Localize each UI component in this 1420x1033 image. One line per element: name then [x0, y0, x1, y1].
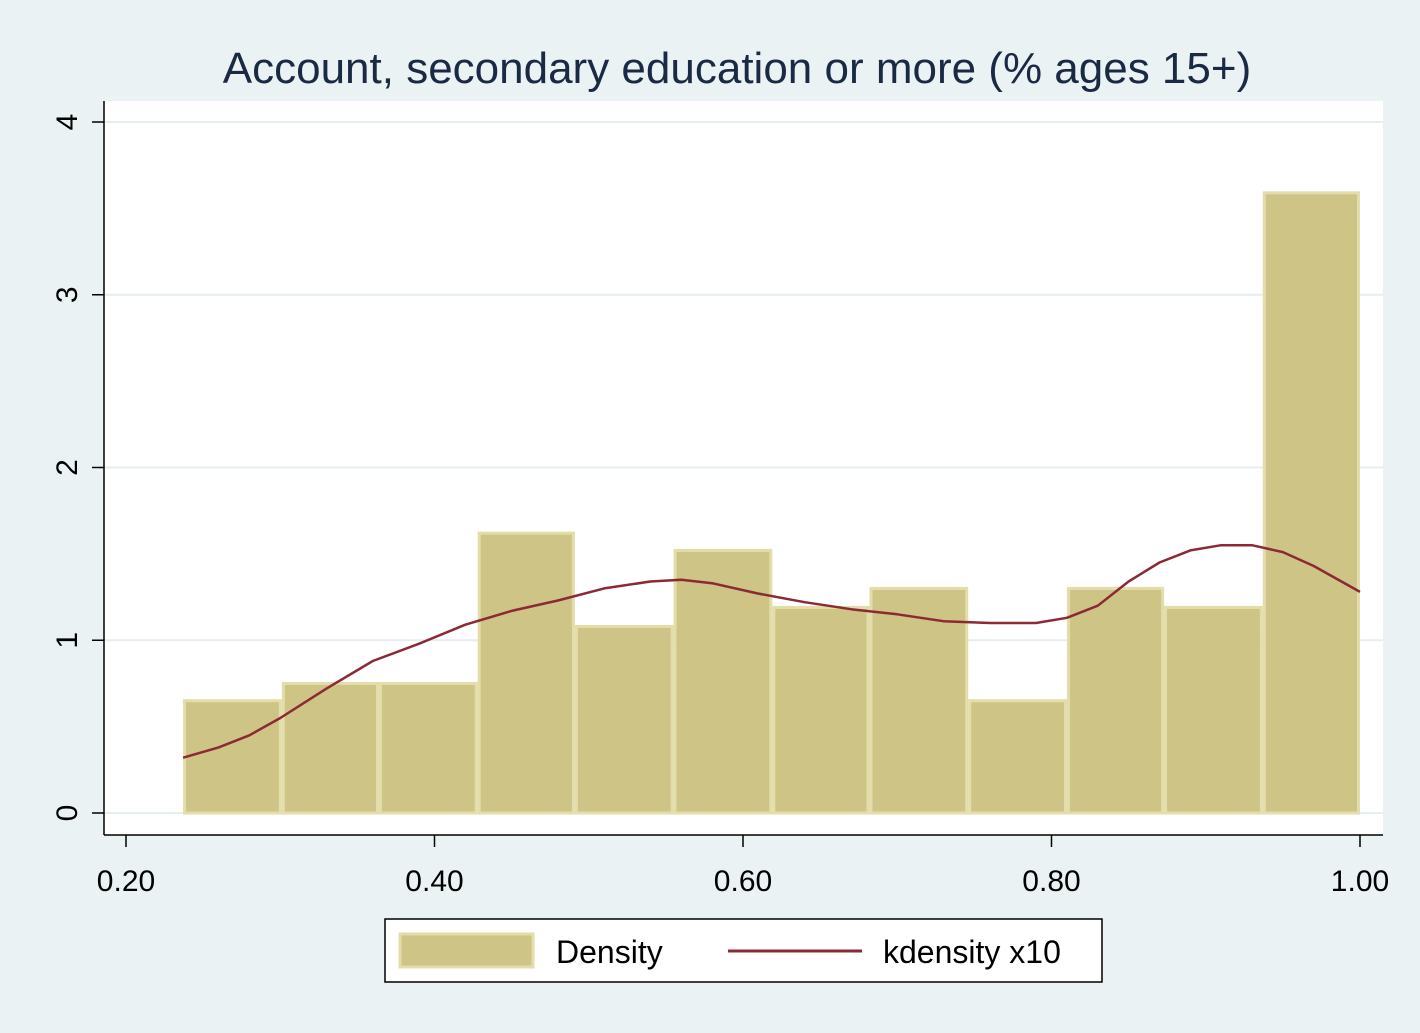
histogram-bar-11	[1164, 605, 1263, 815]
histogram-bar-9	[968, 699, 1067, 815]
y-tick-label: 4	[51, 114, 84, 131]
histogram-bar-4	[477, 531, 575, 815]
legend-label-density: Density	[556, 934, 663, 970]
histogram-bar-5	[574, 624, 674, 815]
histogram-bar-8	[869, 586, 969, 815]
chart-title: Account, secondary education or more (% …	[223, 44, 1251, 93]
histogram-bar-3	[378, 681, 478, 815]
kdensity-curve	[182, 543, 1361, 759]
histogram-bar-6	[673, 548, 773, 815]
x-tick-label: 0.40	[405, 865, 463, 898]
histogram-bar-7	[772, 605, 870, 815]
histogram-bar-12	[1262, 191, 1361, 815]
histogram-bars	[183, 191, 1361, 815]
x-tick-label: 0.60	[714, 865, 772, 898]
y-axis-ticks: 0 1 2 3 4	[51, 114, 104, 822]
y-tick-label: 1	[51, 632, 84, 649]
histogram-bar-10	[1066, 586, 1165, 815]
legend-swatch-density	[398, 932, 535, 969]
y-tick-label: 3	[51, 286, 84, 303]
x-axis-ticks: 0.20 0.40 0.60 0.80 1.00	[97, 835, 1389, 898]
x-tick-label: 1.00	[1331, 865, 1389, 898]
y-tick-label: 2	[51, 459, 84, 476]
legend: Density kdensity x10	[384, 918, 1103, 983]
legend-label-kdensity: kdensity x10	[883, 934, 1061, 970]
x-tick-label: 0.80	[1022, 865, 1080, 898]
y-tick-label: 0	[51, 805, 84, 822]
kdensity-line	[182, 543, 1361, 759]
histogram-bar-2	[281, 681, 379, 815]
histogram-bar-1	[183, 699, 282, 815]
x-tick-label: 0.20	[97, 865, 155, 898]
